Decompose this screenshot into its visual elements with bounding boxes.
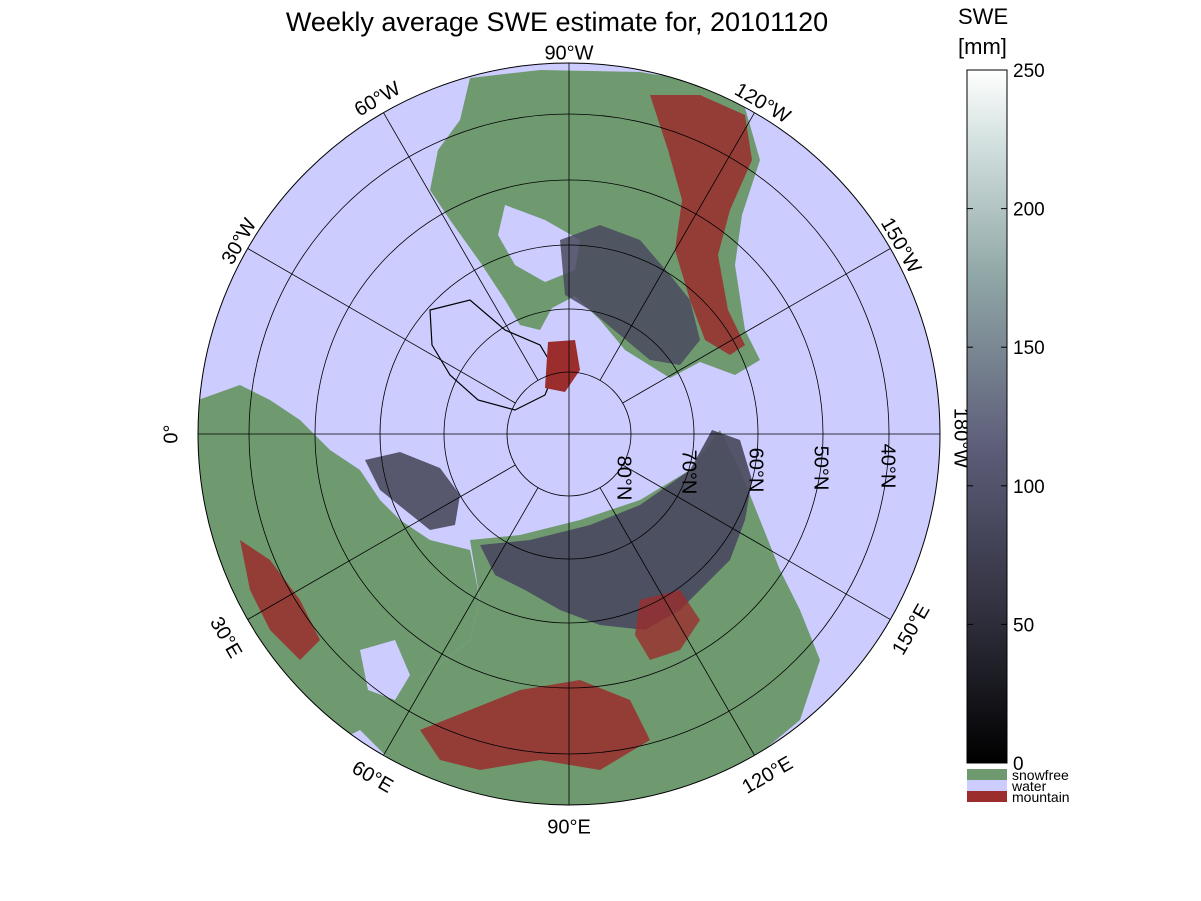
colorbar-tick-label: 200 — [1013, 200, 1045, 221]
meridian-label-0: 0° — [160, 424, 182, 443]
category-label-snowfree: snowfree — [1012, 767, 1069, 783]
parallel-label-80n: 80°N — [613, 456, 635, 501]
meridian-label-90e: 90°E — [547, 816, 591, 838]
meridian-label-30e: 30°E — [205, 613, 246, 662]
category-label-water: water — [1011, 778, 1047, 794]
colorbar-tick-label: 50 — [1013, 615, 1034, 636]
colorbar-tick-label: 250 — [1013, 61, 1045, 82]
rocky-mountains — [650, 95, 752, 355]
meridian-line — [383, 487, 539, 756]
meridian-line — [622, 248, 891, 404]
category-swatch-mountain — [967, 791, 1007, 802]
category-swatch-water — [967, 780, 1007, 791]
greenland-snow — [545, 340, 580, 392]
meridian-label-90w: 90°W — [544, 42, 593, 64]
category-label-mountain: mountain — [1012, 789, 1070, 805]
category-swatch-snowfree — [967, 769, 1007, 780]
meridian-line — [247, 248, 516, 404]
meridian-label-60e: 60°E — [348, 757, 397, 798]
hudson-bay — [498, 205, 580, 282]
meridian-line — [383, 112, 539, 381]
parallel-label-40n: 40°N — [877, 444, 899, 489]
colorbar: SWE [mm] 0 50 100 150 200 250 snowfreewatermo… — [958, 4, 1070, 805]
siberia-mountains — [635, 590, 700, 660]
meridian-line — [247, 464, 516, 620]
parallel-label-60n: 60°N — [745, 448, 767, 493]
alps-mountains — [240, 540, 320, 660]
greenland — [429, 299, 556, 411]
north-america-snow — [560, 225, 700, 365]
parallel-label-70n: 70°N — [678, 450, 700, 495]
meridian-label-180w: 180°W — [950, 408, 972, 468]
asia-mountains — [420, 680, 650, 770]
colorbar-title: SWE — [958, 4, 1008, 29]
colorbar-tick-label: 0 — [1013, 754, 1024, 775]
meridian-line — [599, 487, 755, 756]
colorbar-gradient — [966, 69, 1008, 764]
caspian-sea — [360, 640, 410, 700]
polar-map: 0° 30°W 60°W 90°W 120°W 150°W 180°W 30°E… — [160, 42, 971, 838]
map-title: Weekly average SWE estimate for, 2010112… — [286, 7, 828, 37]
colorbar-tick-label: 100 — [1013, 477, 1045, 498]
colorbar-ticks: 0 50 100 150 200 250 — [967, 61, 1045, 775]
colorbar-unit: [mm] — [958, 34, 1007, 59]
meridian-gridlines — [198, 63, 940, 805]
parallel-labels: 80°N 70°N 60°N 50°N 40°N — [613, 444, 899, 501]
colorbar-tick-label: 150 — [1013, 338, 1045, 359]
siberia-snow — [480, 430, 752, 630]
map-boundary — [197, 62, 941, 806]
meridian-line — [622, 464, 891, 620]
meridian-line — [599, 112, 755, 381]
parallel-label-50n: 50°N — [810, 446, 832, 491]
